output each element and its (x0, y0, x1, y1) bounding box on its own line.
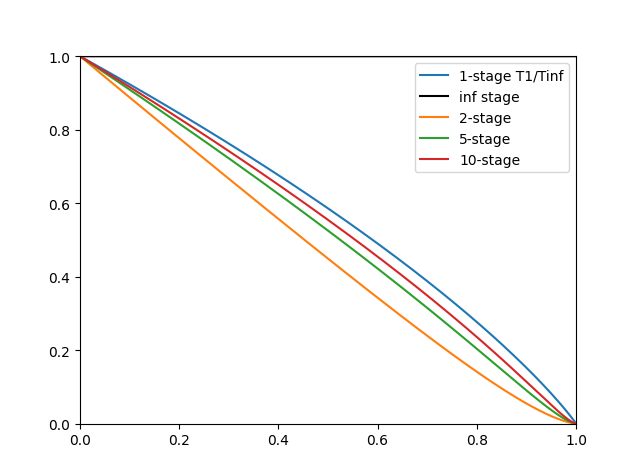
10-stage (557, 411, 564, 416)
inf stage (572, 54, 579, 60)
10-stage (467, 329, 474, 335)
Line: 1-stage T1/Tinf: 1-stage T1/Tinf (80, 57, 575, 423)
inf stage (304, 54, 312, 60)
10-stage (317, 212, 324, 218)
5-stage (317, 223, 324, 228)
1-stage T1/Tinf (304, 192, 312, 198)
5-stage (572, 421, 579, 426)
Legend: 1-stage T1/Tinf, inf stage, 2-stage, 5-stage, 10-stage: 1-stage T1/Tinf, inf stage, 2-stage, 5-s… (415, 64, 569, 173)
2-stage (557, 417, 564, 423)
2-stage (557, 417, 565, 423)
Line: 2-stage: 2-stage (80, 57, 575, 424)
10-stage (572, 421, 579, 426)
inf stage (557, 54, 565, 60)
1-stage T1/Tinf (557, 402, 565, 408)
inf stage (102, 54, 109, 60)
inf stage (76, 54, 84, 60)
5-stage (467, 341, 474, 347)
1-stage T1/Tinf (572, 420, 579, 426)
5-stage (557, 414, 564, 420)
2-stage (102, 75, 109, 81)
inf stage (557, 54, 564, 60)
2-stage (317, 251, 324, 257)
10-stage (102, 70, 109, 76)
1-stage T1/Tinf (102, 69, 109, 74)
5-stage (557, 414, 565, 420)
1-stage T1/Tinf (317, 201, 324, 207)
inf stage (467, 54, 474, 60)
10-stage (557, 411, 565, 417)
5-stage (304, 213, 312, 219)
10-stage (304, 203, 312, 209)
1-stage T1/Tinf (557, 402, 564, 407)
1-stage T1/Tinf (467, 314, 474, 319)
2-stage (467, 365, 474, 370)
2-stage (572, 421, 579, 426)
inf stage (317, 54, 324, 60)
Line: 10-stage: 10-stage (80, 57, 575, 424)
Line: 5-stage: 5-stage (80, 57, 575, 424)
5-stage (102, 71, 109, 77)
2-stage (304, 240, 312, 246)
